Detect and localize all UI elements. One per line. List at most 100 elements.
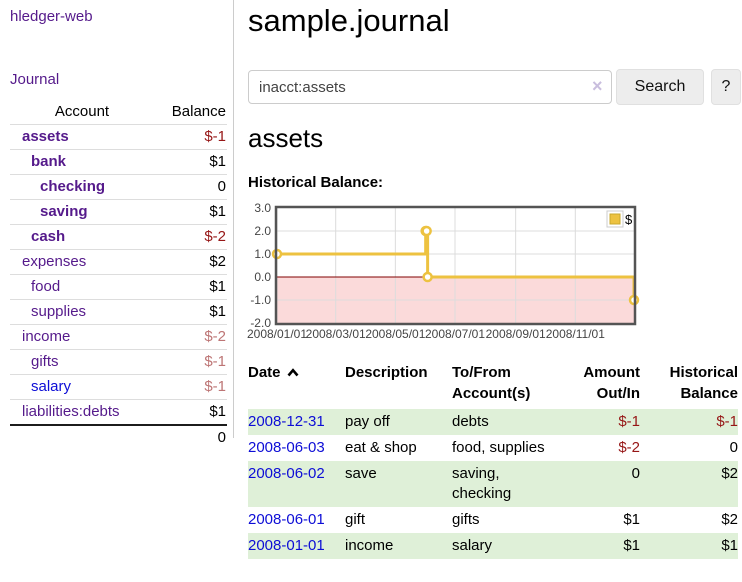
clear-search-icon[interactable]: × [592,76,603,96]
account-balance: $1 [152,199,227,225]
accounts-total-value: 0 [152,424,227,450]
register-header-accounts: To/From Account(s) [452,364,531,402]
register-table: Date Description To/From Account(s) Amou… [248,362,738,559]
table-row: liabilities:debts $1 [10,399,227,425]
svg-text:$: $ [625,212,633,227]
register-header-date[interactable]: Date [248,362,345,409]
chart-title: Historical Balance: [248,174,384,191]
table-row: checking 0 [10,174,227,200]
help-button[interactable]: ? [711,69,741,105]
account-balance: $-1 [152,349,227,375]
svg-text:2.0: 2.0 [254,224,271,238]
svg-text:2008/07/01: 2008/07/01 [425,327,485,341]
account-link-income[interactable]: income [22,328,71,345]
svg-text:-1.0: -1.0 [250,293,271,307]
register-header-description: Description [345,364,428,381]
page-title: sample.journal [248,3,450,38]
table-row: food $1 [10,274,227,300]
account-link-cash[interactable]: cash [31,228,66,245]
svg-text:2008/09/01: 2008/09/01 [486,327,546,341]
accounts-table: Account Balance assets $-1 bank $1 check… [10,100,227,450]
account-link-bank[interactable]: bank [31,153,67,170]
account-balance: $-2 [152,324,227,350]
transaction-date-link[interactable]: 2008-01-01 [248,537,325,554]
account-balance: 0 [152,174,227,200]
transaction-amount: 0 [631,465,640,482]
account-link-saving[interactable]: saving [40,203,88,220]
search-input[interactable] [248,70,612,104]
transaction-amount: $-2 [618,439,640,456]
brand-link[interactable]: hledger-web [10,8,93,25]
account-balance: $2 [152,249,227,275]
transaction-description: pay off [345,413,390,430]
table-row: salary $-1 [10,374,227,400]
account-balance: $-2 [152,224,227,250]
transaction-balance: $2 [721,511,738,528]
svg-text:2008/01/01: 2008/01/01 [247,327,307,341]
account-balance: $1 [152,299,227,325]
transaction-date-link[interactable]: 2008-06-01 [248,511,325,528]
account-link-supplies[interactable]: supplies [31,303,87,320]
account-link-food[interactable]: food [31,278,61,295]
table-row: gifts $-1 [10,349,227,375]
transaction-accounts: food, supplies [452,439,545,456]
transaction-amount: $1 [623,537,640,554]
transaction-accounts: debts [452,413,489,430]
account-balance: $-1 [204,128,226,145]
table-row: bank $1 [10,149,227,175]
register-row: 2008-01-01 income salary $1 $1 [248,533,738,559]
table-row: cash $-2 [10,224,227,250]
transaction-accounts: salary [452,537,493,554]
register-row: 2008-06-02 save saving, checking 0 $2 [248,461,738,507]
account-balance: $1 [152,149,227,175]
transaction-balance: $1 [721,537,738,554]
transaction-date-link[interactable]: 2008-06-03 [248,439,325,456]
account-heading: assets [248,123,324,153]
transaction-description: gift [345,511,366,528]
transaction-description: save [345,465,377,482]
transaction-description: income [345,537,394,554]
svg-text:0.0: 0.0 [254,270,271,284]
transaction-balance: $-1 [716,413,738,430]
historical-balance-chart: 3.0 2.0 1.0 0.0 -1.0 -2.02008/01/012008/03/01… [247,201,640,341]
account-balance: $1 [152,274,227,300]
account-link-checking[interactable]: checking [40,178,106,195]
account-balance: $-1 [152,374,227,400]
table-row: assets $-1 [10,125,227,150]
register-header-historical: Historical Balance [669,364,738,402]
register-row: 2008-06-03 eat & shop food, supplies $-2… [248,435,738,461]
account-link-liabilities-debts[interactable]: liabilities:debts [22,403,120,420]
account-link-salary[interactable]: salary [31,378,72,395]
account-link-expenses[interactable]: expenses [22,253,87,270]
account-link-gifts[interactable]: gifts [31,353,59,370]
transaction-date-link[interactable]: 2008-06-02 [248,465,325,482]
svg-text:2008/05/01: 2008/05/01 [365,327,425,341]
table-row: expenses $2 [10,249,227,275]
transaction-amount: $1 [623,511,640,528]
sidebar-item-journal[interactable]: Journal [10,71,60,88]
register-header-amount: Amount Out/In [583,364,640,402]
register-header-row: Date Description To/From Account(s) Amou… [248,362,738,409]
transaction-date-link[interactable]: 2008-12-31 [248,413,325,430]
transaction-balance: $2 [721,465,738,482]
svg-text:1.0: 1.0 [254,247,271,261]
accounts-table-header: Account Balance [10,100,227,125]
transaction-accounts: saving, checking [452,465,512,502]
search-button[interactable]: Search [616,69,704,105]
register-row: 2008-06-01 gift gifts $1 $2 [248,507,738,533]
svg-text:3.0: 3.0 [254,201,271,215]
svg-text:2008/11/01: 2008/11/01 [546,327,605,341]
svg-text:2008/03/01: 2008/03/01 [306,327,366,341]
sidebar: hledger-web Journal Account Balance asse… [0,0,234,450]
accounts-header-balance: Balance [152,100,227,125]
account-balance: $1 [152,399,227,425]
table-row: supplies $1 [10,299,227,325]
sort-ascending-icon [286,362,300,383]
transaction-amount: $-1 [618,413,640,430]
transaction-description: eat & shop [345,439,417,456]
accounts-total-row: 0 [10,424,227,450]
table-row: saving $1 [10,199,227,225]
transaction-accounts: gifts [452,511,480,528]
register-row: 2008-12-31 pay off debts $-1 $-1 [248,409,738,435]
account-link-assets[interactable]: assets [22,128,69,145]
